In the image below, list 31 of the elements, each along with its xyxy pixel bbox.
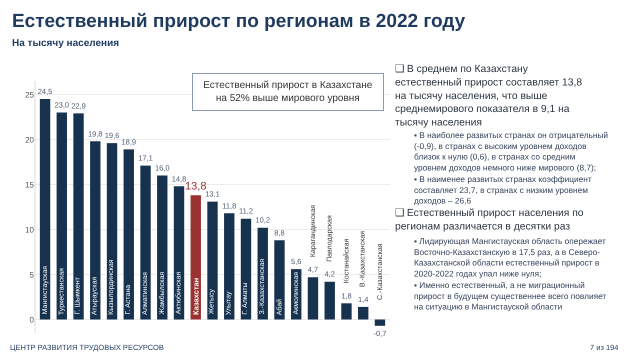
text: ▪ В наименее развитых странах коэффициент составляет 23,7, в странах с низким уровнем доходов – 26,6 <box>414 174 592 206</box>
bar <box>190 195 201 320</box>
bar <box>274 240 285 320</box>
bar <box>90 141 100 320</box>
bar <box>56 112 67 320</box>
bar <box>224 213 234 320</box>
text: ▪ Именно естественный, а не миграционный прирост в будущем существеннее всего повлияет на ситуацию в Мангистауской области <box>414 280 606 312</box>
bar <box>207 202 218 320</box>
bar <box>40 99 50 320</box>
y-tick-label: 20 <box>25 135 35 144</box>
bar <box>157 176 168 320</box>
bar <box>324 282 335 320</box>
annotation: Естественный прирост в Казахстане на 52% выше мирового уровня <box>203 80 373 104</box>
text: ❑ Естественный прирост населения по регионам различается в десятки раз <box>395 208 584 232</box>
bar <box>308 277 318 320</box>
bar <box>124 149 134 320</box>
bar <box>73 113 84 320</box>
y-tick-label: 10 <box>25 225 35 234</box>
chart-subtitle: На тысячу населения <box>12 38 120 49</box>
data-label: 13,8 <box>185 180 206 192</box>
text: ▪ В наиболее развитых странах он отрицательный (-0,9), в странах с высоким уровнем доходов близок к нулю (0,6), в странах со средним уровнем доходов немного ниже мирового (8,7); <box>414 130 608 172</box>
y-tick-label: 5 <box>30 270 35 280</box>
y-tick-label: 0 <box>30 315 35 324</box>
text: ❑ В среднем по Казахстану естественный прирост составляет 13,8 на тысячу населения, что выше среднемирового показателя в 9,1 на тысячу населения <box>395 64 582 129</box>
chart-title: Естественный прирост по регионам в 2022 году <box>12 11 466 32</box>
bar <box>374 320 386 326</box>
bar <box>358 306 368 320</box>
y-tick-label: 25 <box>25 90 35 100</box>
y-tick-label: 15 <box>25 180 35 190</box>
bar <box>341 303 352 320</box>
text: ▪ Лидирующая Мангистауская область опережает Восточно-Казахстанскую в 17,5 раз, а в Северо-Казахстанской области естественный прирост в 2020-2022 годах упал ниже нуля; <box>414 236 606 278</box>
